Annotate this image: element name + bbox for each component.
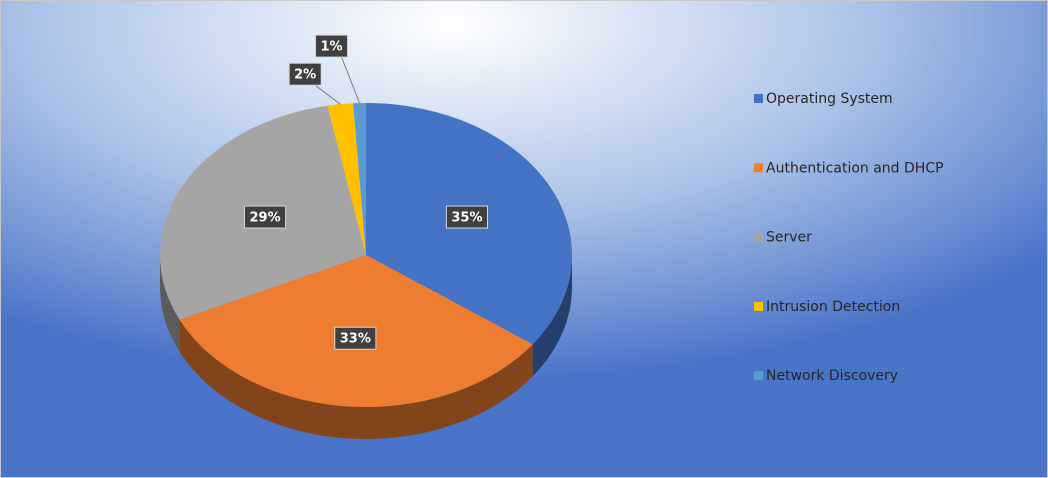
data-label-box bbox=[334, 326, 377, 350]
slice bbox=[353, 103, 366, 255]
leader-line bbox=[314, 84, 341, 105]
slice-side bbox=[160, 255, 180, 352]
slice bbox=[327, 103, 366, 256]
data-label: 29% bbox=[249, 211, 280, 226]
legend-label: Intrusion Detection bbox=[766, 299, 900, 315]
legend-label: Authentication and DHCP bbox=[766, 160, 944, 176]
data-label: 2% bbox=[294, 68, 316, 83]
legend-label: Operating System bbox=[766, 91, 893, 107]
slice-side bbox=[179, 319, 533, 439]
pie: 35% 33% 29% 2% 1% bbox=[160, 34, 572, 439]
legend-label: Network Discovery bbox=[766, 368, 898, 384]
legend: Operating System Authentication and DHCP S… bbox=[754, 91, 944, 384]
legend-label: Server bbox=[766, 230, 812, 246]
slice-side bbox=[532, 255, 572, 377]
data-label: 33% bbox=[340, 332, 371, 347]
data-label-box bbox=[314, 34, 349, 58]
leader-line bbox=[341, 56, 360, 104]
legend-swatch bbox=[754, 301, 763, 311]
data-label: 35% bbox=[451, 211, 482, 226]
data-label-box bbox=[288, 62, 322, 86]
legend-swatch bbox=[754, 371, 763, 381]
legend-swatch bbox=[754, 94, 763, 103]
data-label: 1% bbox=[320, 40, 342, 55]
data-label-box bbox=[243, 205, 287, 229]
legend-swatch bbox=[754, 163, 763, 173]
data-label-box bbox=[445, 205, 489, 229]
legend-swatch bbox=[754, 232, 763, 242]
